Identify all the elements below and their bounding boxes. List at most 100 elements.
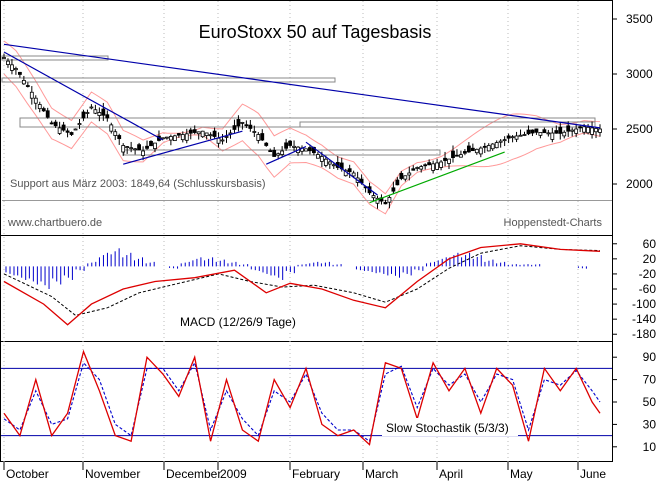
x-tick-label: October <box>6 467 49 481</box>
candle-body <box>558 126 563 134</box>
candle-body <box>518 134 523 137</box>
candle-body <box>117 135 122 140</box>
candle-body <box>399 172 404 179</box>
candle-body <box>188 129 193 134</box>
candle-body <box>53 121 58 127</box>
candle-body <box>395 179 400 186</box>
candle-body <box>534 128 539 133</box>
stoch-k-line <box>3 349 601 446</box>
x-tick-label: December <box>166 467 221 481</box>
candle-body <box>427 162 432 166</box>
price-tick-label: 3000 <box>626 67 653 81</box>
candle-body <box>292 145 296 148</box>
candle-body <box>574 128 579 134</box>
candle-body <box>49 122 54 125</box>
price-tick-label: 2500 <box>626 122 653 136</box>
candle-body <box>407 172 412 176</box>
stoch-tick-label: 70 <box>643 373 657 387</box>
x-tick-label: May <box>510 467 533 481</box>
candle-body <box>37 104 42 110</box>
stoch-tick-label: 30 <box>643 417 657 431</box>
macd-tick-label: -100 <box>632 297 656 311</box>
candle-body <box>582 126 587 133</box>
candle-body <box>212 130 217 137</box>
candle-body <box>482 145 487 148</box>
candle-body <box>208 134 213 137</box>
candle-body <box>2 57 6 59</box>
candle-body <box>510 136 515 139</box>
candle-body <box>598 128 602 133</box>
candle-body <box>25 85 30 87</box>
candle-body <box>248 124 253 129</box>
candle-body <box>133 148 138 151</box>
candle-body <box>494 142 499 149</box>
price-tick-label: 3500 <box>626 12 653 26</box>
candle-body <box>594 128 598 133</box>
candle-body <box>272 150 277 157</box>
candle-body <box>41 108 46 112</box>
candle-body <box>168 136 173 141</box>
candle-body <box>264 142 269 146</box>
candle-body <box>57 127 62 134</box>
support-zone-box <box>299 121 596 128</box>
price-tick-label: 2000 <box>626 177 653 191</box>
candle-body <box>240 122 245 124</box>
candle-body <box>403 175 408 180</box>
x-tick-label: March <box>365 467 398 481</box>
candle-body <box>419 166 424 170</box>
candle-body <box>562 131 567 137</box>
support-annotation: Support aus März 2003: 1849,64 (Schlussk… <box>10 178 266 190</box>
candle-body <box>97 112 102 116</box>
downtrend-line-2 <box>305 141 378 196</box>
candle-body <box>77 123 82 126</box>
candle-body <box>196 131 201 135</box>
candle-body <box>85 112 90 114</box>
candle-body <box>554 130 559 134</box>
macd-tick-label: 20 <box>643 252 657 266</box>
candle-body <box>383 201 388 205</box>
candle-body <box>490 143 495 150</box>
candle-body <box>327 161 332 165</box>
candle-body <box>546 132 551 135</box>
candle-body <box>137 144 141 151</box>
stoch-panel <box>0 341 613 462</box>
candle-body <box>260 133 265 141</box>
candle-body <box>459 154 463 158</box>
stoch-label: Slow Stochastik (5/3/3) <box>386 421 509 435</box>
candle-body <box>387 197 392 203</box>
candle-body <box>204 132 209 136</box>
stoch-tick-label: 90 <box>643 350 657 364</box>
macd-tick-label: -60 <box>639 282 657 296</box>
candle-body <box>586 126 590 134</box>
candle-body <box>486 145 491 152</box>
candle-body <box>463 151 467 154</box>
candle-body <box>570 129 575 132</box>
candle-body <box>184 133 189 141</box>
candle-body <box>145 145 149 149</box>
candle-body <box>415 167 420 169</box>
lower-band-line <box>3 73 601 215</box>
support-zone-box <box>1 77 336 83</box>
support-zone-box <box>1 55 109 61</box>
candle-body <box>89 106 94 109</box>
x-tick-label: April <box>439 467 463 481</box>
candle-body <box>315 154 320 159</box>
candle-body <box>351 172 356 177</box>
candle-body <box>69 132 74 135</box>
candle-body <box>129 147 134 150</box>
stoch-label-bg <box>382 418 518 436</box>
candle-body <box>109 124 114 132</box>
source-left: www.chartbuero.de <box>7 217 102 229</box>
candle-body <box>224 136 229 138</box>
candle-body <box>161 137 165 140</box>
candle-body <box>216 137 221 144</box>
candle-body <box>176 133 181 136</box>
candle-body <box>93 109 98 114</box>
candle-body <box>73 128 78 131</box>
candle-body <box>538 132 543 136</box>
candle-body <box>252 131 257 133</box>
candle-body <box>506 135 511 139</box>
